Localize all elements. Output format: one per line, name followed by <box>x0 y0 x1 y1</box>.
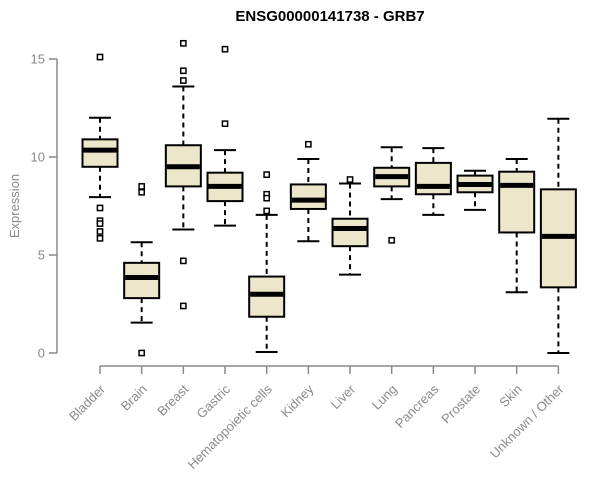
box <box>289 183 327 210</box>
outlier-point <box>138 188 146 196</box>
y-tick-label: 15 <box>31 52 45 67</box>
y-tick-label: 0 <box>38 346 45 361</box>
x-tick-label: Kidney <box>278 381 317 420</box>
outlier-point <box>179 39 187 47</box>
outlier-point <box>96 53 104 61</box>
outlier-point <box>96 228 104 235</box>
outlier-point <box>221 45 229 53</box>
outlier-point <box>263 207 271 215</box>
x-tick-label: Lung <box>369 382 400 413</box>
x-tick-label: Bladder <box>66 381 109 424</box>
outlier-point <box>179 302 187 310</box>
outlier-point <box>305 140 312 148</box>
x-tick-label: Gastric <box>193 381 233 421</box>
x-tick-label: Skin <box>496 382 524 410</box>
x-tick-label: Brain <box>118 382 150 414</box>
box <box>331 217 369 248</box>
box <box>123 261 161 300</box>
x-tick-label: Unknown / Other <box>487 381 567 461</box>
box <box>81 138 119 168</box>
outlier-point <box>96 220 104 227</box>
outlier-point <box>179 257 187 265</box>
outlier-point <box>96 234 104 242</box>
x-tick-label: Breast <box>154 381 191 418</box>
outlier-point <box>138 183 146 190</box>
y-tick-label: 5 <box>38 248 45 263</box>
outlier-point <box>96 204 104 212</box>
outlier-point <box>221 120 229 128</box>
outlier-point <box>388 236 396 244</box>
x-tick-label: Pancreas <box>392 381 442 431</box>
outlier-point <box>346 176 354 183</box>
outlier-point <box>263 171 271 178</box>
box <box>414 161 452 196</box>
chart-title: ENSG00000141738 - GRB7 <box>235 8 425 25</box>
y-tick-label: 10 <box>31 150 45 165</box>
x-tick-label: Liver <box>328 381 359 412</box>
outlier-point <box>138 349 146 357</box>
outlier-point <box>179 77 187 84</box>
x-tick-label: Prostate <box>438 382 483 427</box>
outlier-point <box>179 67 187 75</box>
outlier-point <box>263 194 271 202</box>
box <box>498 170 536 234</box>
